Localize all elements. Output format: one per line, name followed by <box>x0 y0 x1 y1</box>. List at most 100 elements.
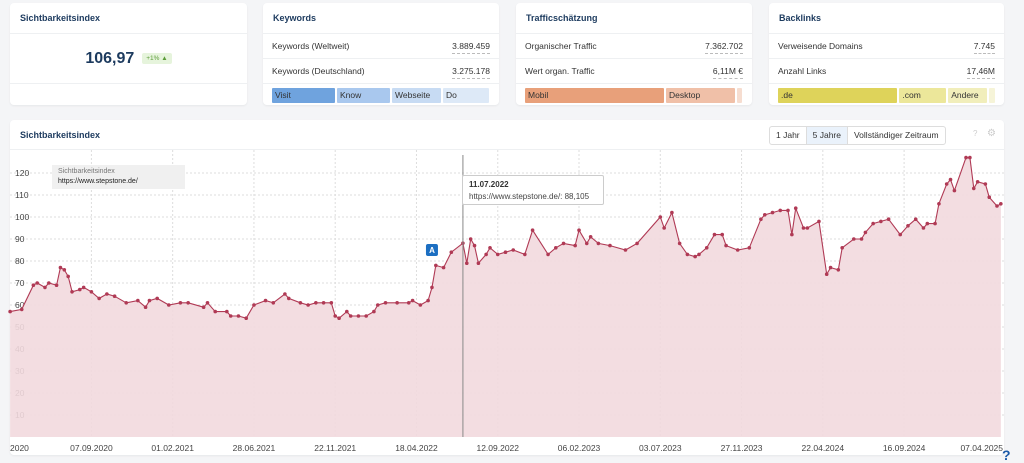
data-point <box>406 301 411 305</box>
segment-desktop[interactable]: Desktop <box>666 88 735 103</box>
segment-de[interactable]: .de <box>778 88 898 103</box>
metric-value[interactable]: 7.745 <box>973 39 995 54</box>
segment-rest[interactable] <box>989 88 995 103</box>
data-point <box>372 309 376 314</box>
metric-value[interactable]: 3.889.459 <box>452 39 490 54</box>
data-point <box>511 248 516 252</box>
data-point <box>286 296 291 301</box>
visibility-card: Sichtbarkeitsindex 106,97 +1% ▲ <box>10 3 247 105</box>
data-point <box>685 252 690 257</box>
annotation-label: A <box>429 246 435 255</box>
data-point <box>503 250 508 254</box>
segment-visit[interactable]: Visit <box>272 88 335 103</box>
data-point <box>495 252 500 257</box>
data-point <box>925 221 930 226</box>
y-tick-label: 60 <box>15 300 25 310</box>
y-tick-label: 120 <box>15 168 29 178</box>
segment-com[interactable]: .com <box>899 88 947 103</box>
metric-row: Keywords (Weltweit) 3.889.459 <box>263 34 499 59</box>
metric-label: Anzahl Links <box>778 66 827 76</box>
data-point <box>828 265 833 270</box>
data-point <box>840 246 844 250</box>
data-point <box>105 292 109 296</box>
data-point <box>66 274 70 279</box>
data-point <box>670 210 674 215</box>
data-point <box>851 237 856 241</box>
data-point <box>8 309 12 314</box>
data-point <box>244 316 248 321</box>
data-point <box>263 298 268 303</box>
visibility-value: 106,97 <box>85 49 135 67</box>
data-point <box>155 296 159 301</box>
data-point <box>886 217 891 221</box>
segment-andere[interactable]: Andere <box>948 88 988 103</box>
segment-mobil[interactable]: Mobil <box>525 88 664 103</box>
data-point <box>35 281 40 285</box>
segment-do[interactable]: Do <box>443 88 489 103</box>
data-point <box>348 314 353 318</box>
data-point <box>859 237 864 241</box>
segment-know[interactable]: Know <box>337 88 390 103</box>
data-point <box>968 155 972 160</box>
data-point <box>952 188 957 193</box>
chart-title: Sichtbarkeitsindex <box>10 120 1004 150</box>
data-point <box>476 261 481 266</box>
data-point <box>805 226 810 230</box>
segment-other[interactable] <box>737 88 742 103</box>
data-point <box>759 217 763 221</box>
data-point <box>143 305 148 310</box>
data-point <box>913 217 918 221</box>
range-5-years-button[interactable]: 5 Jahre <box>806 127 848 144</box>
data-point <box>546 252 550 257</box>
data-point <box>205 301 210 305</box>
help-icon[interactable]: ? <box>973 129 978 138</box>
metric-value[interactable]: 7.362.702 <box>705 39 743 54</box>
metric-value[interactable]: 6,11M € <box>712 64 743 79</box>
x-tick-label: 16.09.2024 <box>883 443 926 453</box>
data-point <box>906 224 910 228</box>
data-point <box>136 298 140 303</box>
data-point <box>747 246 752 250</box>
data-point <box>677 241 682 246</box>
help-widget-icon[interactable]: ? <box>1002 447 1011 463</box>
range-full-button[interactable]: Vollständiger Zeitraum <box>853 130 939 140</box>
data-point <box>383 301 388 305</box>
data-point <box>530 228 535 232</box>
metric-value[interactable]: 17,46M <box>966 64 995 79</box>
data-point <box>778 208 783 213</box>
data-point <box>472 243 477 248</box>
data-point <box>588 235 593 239</box>
x-tick-label: 07.09.2020 <box>70 443 113 453</box>
data-point <box>488 246 492 250</box>
data-point <box>836 268 841 272</box>
data-point <box>863 230 868 235</box>
metric-row: Verweisende Domains 7.745 <box>769 34 1004 59</box>
y-tick-label: 90 <box>15 234 25 244</box>
intent-bar: Visit Know Webseite Do <box>272 88 490 103</box>
metric-value[interactable]: 3.275.178 <box>452 64 490 79</box>
data-point <box>817 219 821 224</box>
data-point <box>375 303 380 307</box>
gear-icon[interactable]: ⚙ <box>987 128 996 139</box>
data-point <box>944 182 949 186</box>
data-point <box>898 232 903 237</box>
data-point <box>89 290 94 294</box>
data-point <box>554 246 558 250</box>
data-point <box>77 287 82 292</box>
data-point <box>693 254 697 259</box>
data-point <box>999 202 1003 206</box>
data-point <box>47 281 51 285</box>
data-point <box>81 285 86 290</box>
range-1-year-button[interactable]: 1 Jahr <box>770 127 807 144</box>
data-point <box>464 261 469 266</box>
data-point <box>577 228 581 232</box>
card-title: Sichtbarkeitsindex <box>10 3 247 34</box>
x-tick-label: 06.02.2023 <box>558 443 601 453</box>
data-point <box>468 237 473 241</box>
data-point <box>983 182 988 186</box>
chart-legend: Sichtbarkeitsindex https://www.stepstone… <box>52 165 185 189</box>
segment-webseite[interactable]: Webseite <box>392 88 441 103</box>
data-point <box>54 283 59 288</box>
x-tick-label: 01.02.2021 <box>151 443 194 453</box>
data-point <box>43 285 47 290</box>
